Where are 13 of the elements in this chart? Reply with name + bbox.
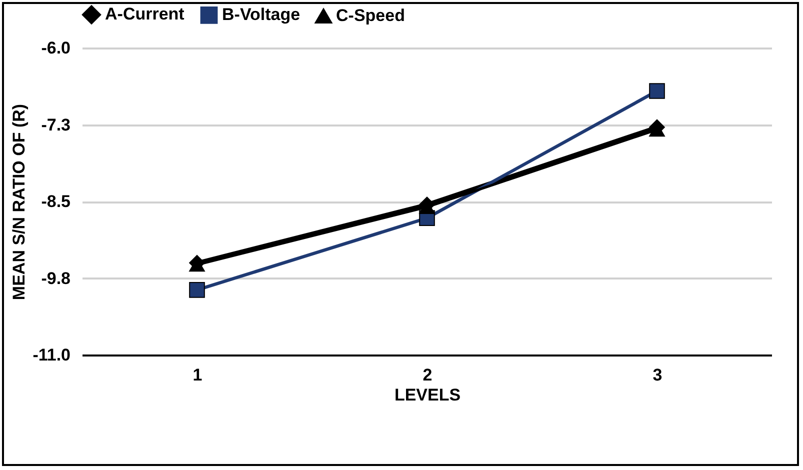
y-tick-label: -6.0 — [41, 38, 70, 58]
x-tick-label: 2 — [422, 366, 432, 384]
y-tick-label: -8.5 — [41, 192, 70, 211]
x-tick-label: 1 — [192, 366, 202, 384]
x-axis-title: LEVELS — [394, 386, 461, 404]
y-tick-label: -11.0 — [32, 346, 70, 364]
x-tick-label: 3 — [652, 366, 662, 384]
legend-label: C-Speed — [336, 6, 405, 26]
y-axis-title: MEAN S/N RATIO OF (R) — [10, 104, 29, 300]
legend-label: A-Current — [105, 4, 185, 24]
y-tick-label: -7.3 — [41, 115, 70, 134]
y-tick-label: -9.8 — [41, 268, 70, 288]
legend-label: B-Voltage — [222, 5, 300, 24]
